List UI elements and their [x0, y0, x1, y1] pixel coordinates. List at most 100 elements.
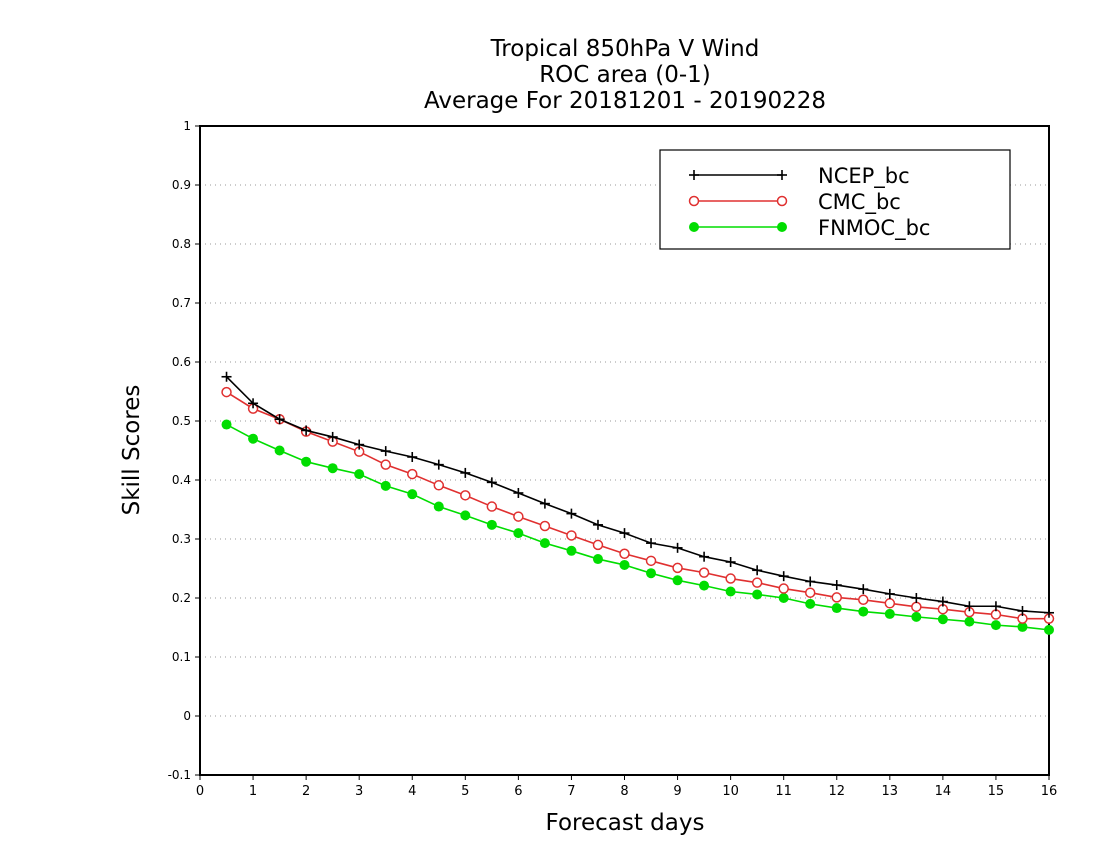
x-tick-label: 2 — [302, 784, 310, 799]
y-tick-label: 0.9 — [172, 178, 191, 192]
data-point-NCEP_bc — [1044, 607, 1054, 618]
data-point-FNMOC_bc — [646, 568, 657, 579]
data-point-FNMOC_bc — [566, 545, 577, 556]
x-tick-label: 0 — [196, 784, 204, 799]
data-point-NCEP_bc — [699, 551, 710, 562]
data-point-NCEP_bc — [380, 446, 391, 457]
data-point-NCEP_bc — [486, 477, 497, 488]
data-point-FNMOC_bc — [990, 620, 1001, 631]
data-point-NCEP_bc — [301, 425, 312, 436]
data-point-NCEP_bc — [592, 519, 603, 530]
data-point-CMC_bc — [858, 594, 869, 606]
x-tick-label: 14 — [935, 784, 952, 799]
data-point-CMC_bc — [804, 587, 816, 598]
data-point-CMC_bc — [725, 573, 736, 584]
data-point-NCEP_bc — [327, 431, 338, 442]
data-point-NCEP_bc — [672, 542, 683, 553]
data-point-CMC_bc — [380, 459, 391, 470]
chart-title-line-2: ROC area (0-1) — [539, 62, 711, 88]
data-point-NCEP_bc — [460, 467, 471, 478]
data-point-FNMOC_bc — [433, 501, 444, 512]
data-point-NCEP_bc — [513, 487, 524, 498]
data-point-FNMOC_bc — [672, 575, 683, 586]
data-point-NCEP_bc — [248, 398, 259, 409]
data-point-CMC_bc — [751, 577, 763, 588]
legend-label: CMC_bc — [818, 190, 901, 215]
data-point-CMC_bc — [645, 555, 657, 567]
y-tick-label: 0 — [183, 709, 191, 723]
plot-frame — [199, 125, 1050, 776]
data-point-NCEP_bc — [566, 508, 577, 519]
data-point-NCEP_bc — [646, 538, 657, 549]
data-point-FNMOC_bc — [460, 510, 471, 521]
data-point-NCEP_bc — [858, 584, 869, 595]
data-point-CMC_bc — [698, 567, 710, 578]
data-point-FNMOC_bc — [274, 445, 285, 456]
data-point-FNMOC_bc — [831, 603, 842, 614]
x-tick-label: 15 — [988, 784, 1005, 799]
data-point-FNMOC_bc — [513, 528, 524, 539]
x-tick-label: 6 — [514, 784, 522, 799]
y-tick-label: 1 — [183, 119, 191, 133]
data-point-CMC_bc — [539, 520, 551, 532]
series-line-CMC_bc — [226, 391, 1049, 620]
x-tick-label: 4 — [408, 784, 416, 799]
data-point-NCEP_bc — [884, 588, 895, 599]
legend-marker — [777, 170, 787, 180]
data-point-NCEP_bc — [937, 596, 948, 607]
y-tick-label: 0.3 — [172, 532, 191, 546]
data-point-FNMOC_bc — [725, 586, 736, 597]
chart-title-line-1: Tropical 850hPa V Wind — [490, 36, 760, 62]
legend-box — [659, 149, 1011, 250]
data-point-NCEP_bc — [619, 528, 630, 539]
data-point-FNMOC_bc — [911, 611, 922, 622]
data-point-FNMOC_bc — [1044, 624, 1054, 635]
y-tick-label: -0.1 — [168, 768, 191, 782]
x-tick-label: 12 — [828, 784, 845, 799]
data-point-NCEP_bc — [539, 498, 550, 509]
data-point-CMC_bc — [592, 539, 604, 551]
data-point-FNMOC_bc — [1017, 621, 1028, 632]
data-point-FNMOC_bc — [619, 559, 630, 570]
x-tick-label: 16 — [1041, 784, 1058, 799]
data-point-FNMOC_bc — [354, 469, 365, 480]
y-tick-label: 0.2 — [172, 591, 191, 605]
data-point-NCEP_bc — [274, 414, 285, 425]
data-point-FNMOC_bc — [937, 614, 948, 625]
y-tick-label: 0.7 — [172, 296, 191, 310]
legend-marker — [689, 170, 699, 180]
y-tick-label: 0.5 — [172, 414, 191, 428]
data-point-CMC_bc — [566, 530, 577, 541]
data-point-FNMOC_bc — [699, 580, 710, 591]
y-tick-label: 0.6 — [172, 355, 191, 369]
data-point-NCEP_bc — [354, 439, 365, 450]
data-point-NCEP_bc — [778, 571, 789, 582]
data-point-CMC_bc — [513, 511, 524, 522]
data-point-NCEP_bc — [1017, 605, 1028, 616]
x-tick-label: 3 — [355, 784, 363, 799]
data-point-NCEP_bc — [725, 557, 736, 568]
data-point-CMC_bc — [911, 601, 922, 613]
data-point-NCEP_bc — [831, 580, 842, 591]
data-point-CMC_bc — [619, 548, 630, 559]
data-point-FNMOC_bc — [592, 554, 603, 565]
data-point-FNMOC_bc — [752, 589, 763, 600]
data-point-CMC_bc — [486, 501, 498, 512]
series-line-NCEP_bc — [225, 376, 1050, 614]
y-tick-label: 0.1 — [172, 650, 191, 664]
data-point-NCEP_bc — [911, 593, 922, 603]
data-point-CMC_bc — [433, 480, 445, 491]
legend-marker — [688, 195, 700, 207]
data-point-FNMOC_bc — [380, 480, 391, 491]
data-point-FNMOC_bc — [805, 598, 816, 609]
data-point-FNMOC_bc — [486, 519, 497, 530]
data-point-FNMOC_bc — [778, 593, 789, 603]
x-tick-label: 13 — [882, 784, 899, 799]
y-tick-label: 0.4 — [172, 473, 191, 487]
x-tick-label: 8 — [620, 784, 628, 799]
data-point-FNMOC_bc — [407, 489, 418, 500]
x-axis-label: Forecast days — [545, 810, 705, 836]
data-point-NCEP_bc — [221, 371, 232, 382]
data-point-FNMOC_bc — [301, 456, 312, 467]
